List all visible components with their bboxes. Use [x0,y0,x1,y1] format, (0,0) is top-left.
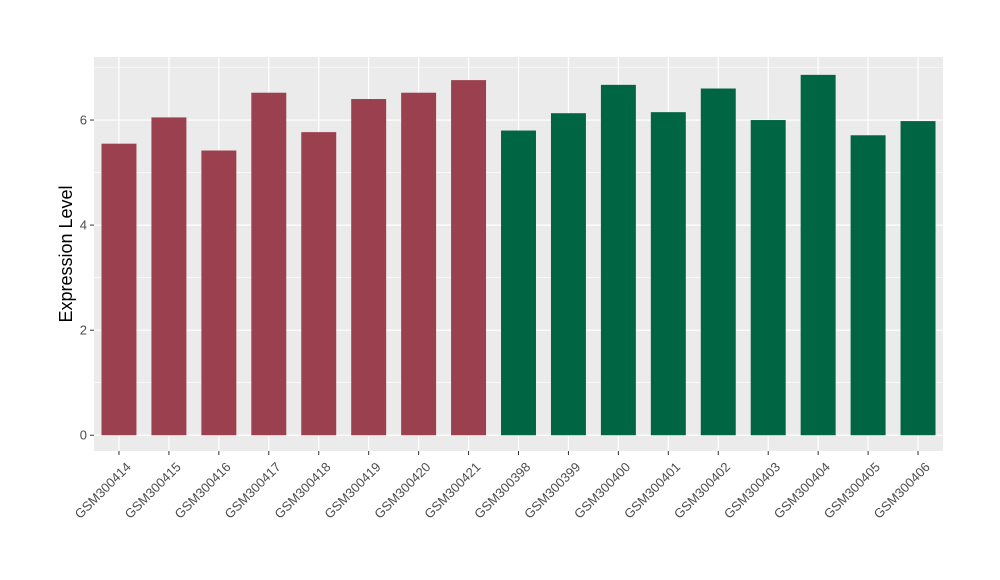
bar-GSM300418 [301,132,337,436]
bar-GSM300400 [600,84,636,436]
bar-GSM300405 [850,135,886,436]
bar-GSM300406 [900,121,936,436]
bar-GSM300399 [550,113,586,436]
bars [101,74,936,436]
y-tick-label: 0 [80,428,87,443]
bar-GSM300401 [650,112,686,436]
bar-GSM300420 [401,92,437,436]
y-tick-label: 2 [80,323,87,338]
bar-GSM300415 [151,117,187,436]
bar-GSM300414 [101,143,137,436]
bar-GSM300417 [251,92,287,436]
bar-GSM300398 [501,130,536,436]
bar-GSM300402 [700,88,736,436]
y-tick-label: 6 [80,113,87,128]
y-tick-label: 4 [80,218,87,233]
y-axis: 0 2 4 6 [80,113,94,443]
bar-GSM300416 [201,150,237,436]
bar-GSM300403 [750,120,786,436]
x-axis: GSM300414GSM300415GSM300416GSM300417GSM3… [72,451,933,522]
bar-GSM300421 [451,80,487,436]
bar-GSM300419 [351,99,387,436]
y-axis-title: Expression Level [56,185,76,322]
bar-GSM300404 [800,74,836,436]
